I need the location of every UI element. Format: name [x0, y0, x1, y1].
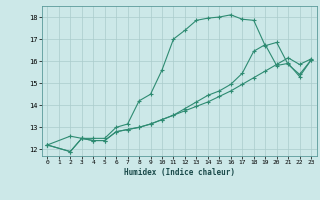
X-axis label: Humidex (Indice chaleur): Humidex (Indice chaleur)	[124, 168, 235, 177]
